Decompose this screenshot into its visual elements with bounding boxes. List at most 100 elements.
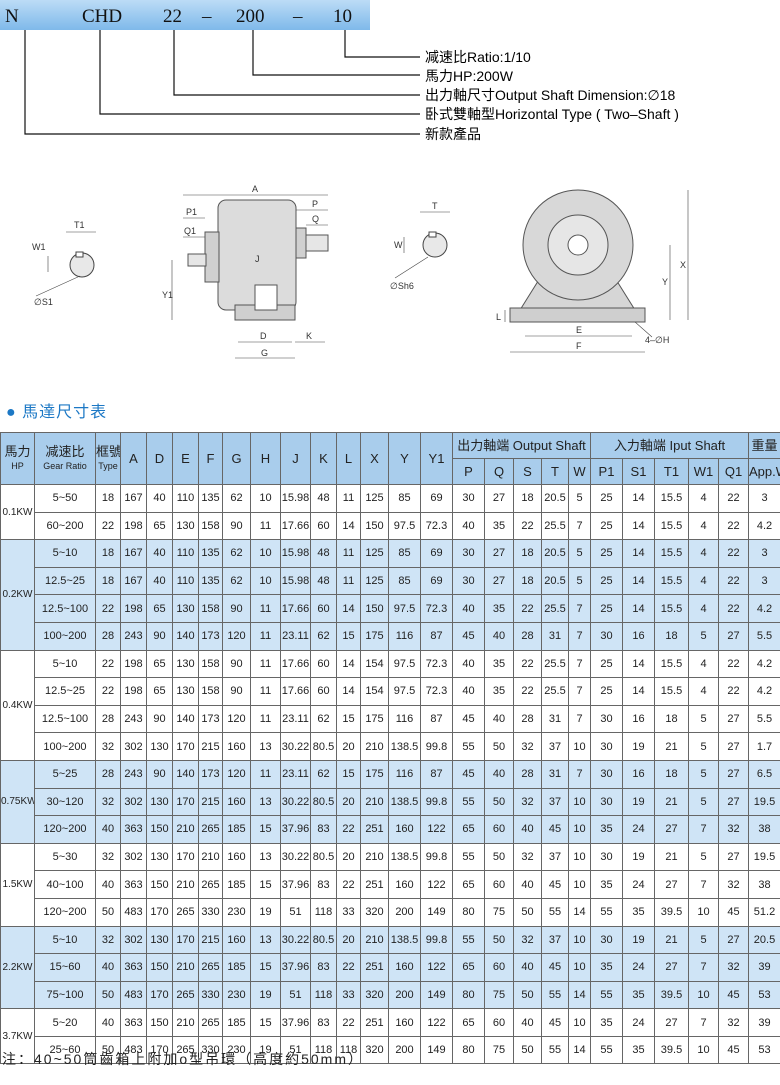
cell: 60	[310, 677, 337, 706]
cell: 32	[95, 732, 121, 761]
cell: 40	[95, 953, 121, 982]
cell: 65	[146, 677, 173, 706]
cell: 22	[95, 511, 121, 541]
cell: 210	[172, 815, 199, 844]
cell: 210	[360, 732, 389, 761]
cell: 100~200	[34, 732, 96, 761]
cell: 35	[484, 511, 514, 541]
cell: 150	[146, 815, 173, 844]
dimension-table: 馬力 HP 减速比 Gear Ratio 框號 Type A D E F G H J K L X Y Y1 出力軸端…	[0, 432, 780, 1065]
legend-item: 馬力HP:200W	[425, 68, 514, 84]
cell: 160	[222, 787, 251, 817]
dim-label: J	[255, 254, 260, 264]
cell: 4	[688, 484, 719, 513]
cell: 11	[336, 484, 361, 513]
cell: 55	[590, 980, 623, 1010]
column-header: J	[280, 432, 311, 485]
cell: 11	[250, 621, 281, 651]
cell: 15.5	[654, 539, 689, 568]
dim-label: G	[261, 348, 268, 358]
cell: 80	[452, 980, 485, 1010]
cell: 40	[146, 539, 173, 568]
cell: 265	[198, 815, 223, 844]
cell: 45	[452, 704, 485, 734]
cell: 22	[718, 677, 749, 706]
drawings: N CHD 22 – 200 – 10 减速比Ratio:1/10 馬力HP:2…	[0, 0, 689, 359]
cell: 160	[388, 953, 421, 982]
dim-label: Y1	[162, 290, 173, 300]
front-drawing: X Y L E F 4–∅H	[496, 189, 689, 353]
cell: 13	[250, 732, 281, 761]
cell: 22	[718, 484, 749, 513]
cell: 40	[452, 594, 485, 623]
cell: 138.5	[388, 842, 421, 872]
cell: 12.5~25	[34, 677, 96, 706]
cell: 24	[622, 953, 655, 982]
cell: 130	[146, 732, 173, 761]
dim-label: P1	[186, 207, 197, 217]
cell: 19	[622, 732, 655, 761]
cell: 80.5	[310, 925, 337, 955]
cell: 483	[120, 1035, 147, 1065]
legend-item: 出力軸尺寸Output Shaft Dimension:∅18	[425, 87, 676, 103]
cell: 11	[336, 539, 361, 568]
data-row: 0.75KW 5~25 28 243 90 140 173 120 11 23.11 62 15 175…	[0, 759, 780, 844]
cell: 5	[688, 732, 719, 761]
cell: 28	[95, 759, 121, 789]
cell: 37.96	[280, 953, 311, 982]
data-row: 2.2KW 5~10 32 302 130 170 215 160 13 30.22 80.5 20 2…	[0, 925, 780, 1010]
code-part: 22	[163, 6, 182, 27]
cell: 7	[568, 704, 591, 734]
cell: 23.11	[280, 621, 311, 651]
cell: 13	[250, 787, 281, 817]
cell: 60~200	[34, 511, 96, 541]
cell: 210	[172, 953, 199, 982]
column-header: 馬力 HP	[0, 432, 35, 485]
cell: 17.66	[280, 649, 311, 679]
cell: 130	[146, 787, 173, 817]
cell: 243	[120, 704, 147, 734]
dim-label: P	[312, 199, 318, 209]
cell: 85	[388, 566, 421, 596]
cell: 138.5	[388, 732, 421, 761]
dim-label: W1	[32, 242, 46, 252]
dim-label: A	[252, 184, 258, 194]
cell: 90	[222, 677, 251, 706]
cell: 130	[172, 511, 199, 541]
header-sub: Gear Ratio	[43, 460, 87, 471]
cell: 22	[336, 815, 361, 844]
cell: 120	[222, 759, 251, 789]
cell: 125	[360, 539, 389, 568]
cell: 15	[250, 953, 281, 982]
cell: 210	[360, 925, 389, 955]
cell: 48	[310, 566, 337, 596]
cell: 118	[310, 897, 337, 927]
cell: 32	[718, 1008, 749, 1037]
cell: 4	[688, 594, 719, 623]
cell: 50	[513, 1035, 542, 1065]
cell: 265	[172, 897, 199, 927]
cell: 62	[222, 484, 251, 513]
header-label: K	[319, 451, 328, 466]
cell: 20	[336, 925, 361, 955]
cell: 265	[172, 1035, 199, 1065]
cell: 32	[513, 842, 542, 872]
cell: 14	[622, 566, 655, 596]
cell: 138.5	[388, 925, 421, 955]
cell: 99.8	[420, 787, 453, 817]
cell: 15	[336, 759, 361, 789]
cell: 175	[360, 759, 389, 789]
cell: 12.5~100	[34, 704, 96, 734]
cell: 40	[513, 870, 542, 899]
column-header: P1	[590, 458, 623, 485]
dim-label: K	[306, 331, 312, 341]
cell: 33	[336, 897, 361, 927]
cell: 15.5	[654, 511, 689, 541]
dim-label: L	[496, 312, 501, 322]
cell: 160	[388, 815, 421, 844]
data-row: 0.2KW 5~10 18 167 40 110 135 62 10 15.98 48 11 125 85…	[0, 539, 780, 651]
cell: 22	[513, 649, 542, 679]
cell: 5~20	[34, 1008, 96, 1037]
cell: 21	[654, 842, 689, 872]
cell: 118	[310, 980, 337, 1010]
